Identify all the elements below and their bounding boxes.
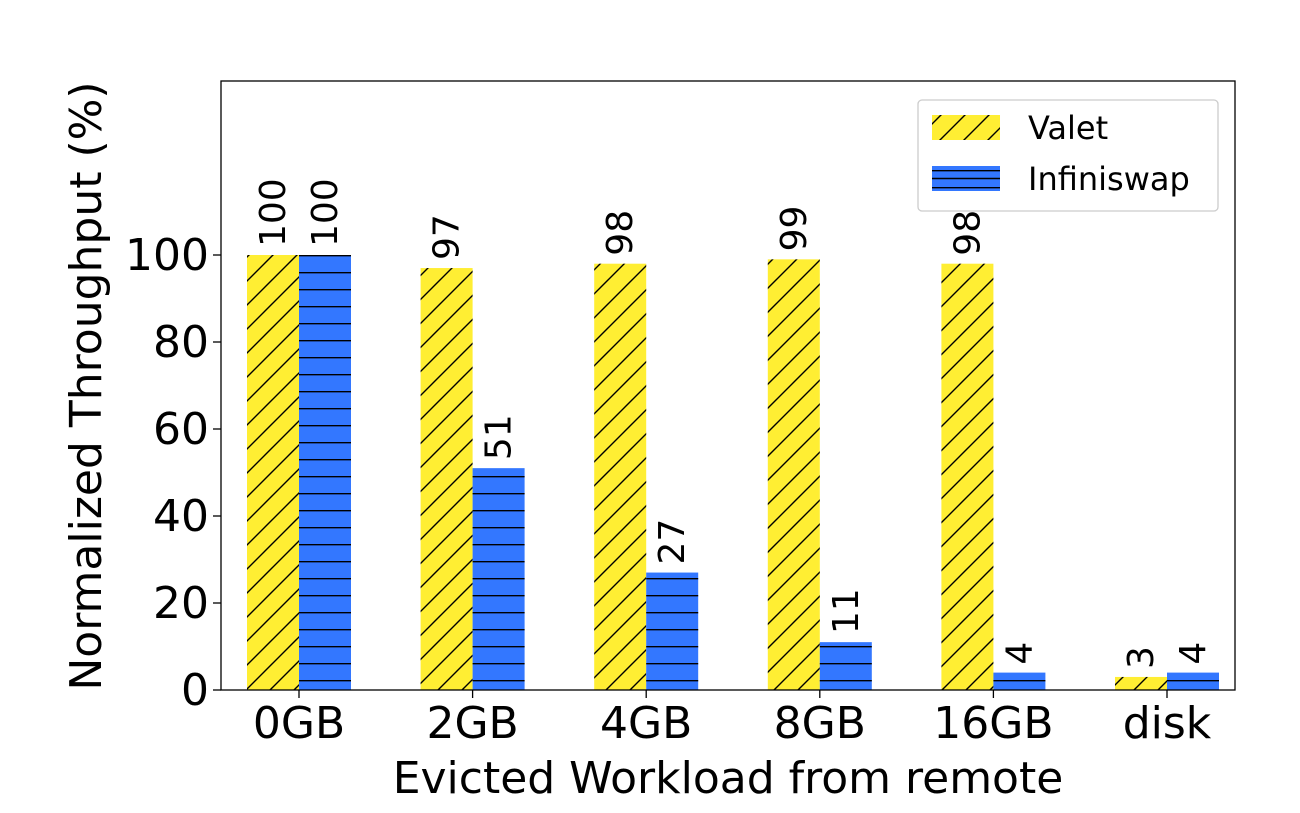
- x-tick-label: 16GB: [933, 698, 1053, 749]
- legend-label-infiniswap: Infiniswap: [1028, 160, 1190, 198]
- bar-hatch-valet-4gb: [594, 263, 647, 690]
- y-tick-label: 20: [153, 578, 209, 629]
- y-tick-label: 40: [153, 491, 209, 542]
- y-tick-label: 100: [125, 230, 209, 281]
- data-label-infiniswap-8gb: 11: [826, 588, 867, 634]
- data-labels: 100 97 98 99 98 3 100 51 27 11 4 4: [253, 178, 1214, 669]
- legend-label-valet: Valet: [1028, 109, 1108, 147]
- x-axis-title: Evicted Workload from remote: [393, 753, 1064, 804]
- data-label-infiniswap-4gb: 27: [652, 519, 693, 565]
- y-tick-label: 0: [181, 665, 209, 716]
- bar-hatch-valet-0gb: [247, 255, 299, 690]
- data-label-infiniswap-disk: 4: [1173, 642, 1214, 665]
- bar-hatch-infiniswap-0gb: [299, 255, 351, 690]
- bar-hatch-valet-8gb: [767, 259, 820, 690]
- x-ticks: 0GB 2GB 4GB 8GB 16GB disk: [253, 690, 1212, 749]
- x-tick-label: 8GB: [774, 698, 866, 749]
- x-tick-label: 4GB: [600, 698, 692, 749]
- y-axis-title: Normalized Throughput (%): [61, 81, 112, 690]
- data-label-infiniswap-16gb: 4: [999, 642, 1040, 665]
- bar-hatch-infiniswap-disk: [1167, 672, 1219, 690]
- bars-group: [247, 255, 1219, 690]
- bar-hatch-valet-2gb: [420, 268, 473, 690]
- x-tick-label: disk: [1123, 698, 1212, 749]
- data-label-infiniswap-0gb: 100: [305, 178, 346, 247]
- data-label-valet-8gb: 99: [774, 206, 815, 252]
- plot-frame: [220, 80, 1236, 691]
- data-label-valet-0gb: 100: [253, 178, 294, 247]
- x-tick-label: 0GB: [253, 698, 345, 749]
- bar-hatch-valet-16gb: [941, 263, 994, 690]
- x-tick-label: 2GB: [426, 698, 518, 749]
- data-label-valet-16gb: 98: [947, 210, 988, 256]
- y-ticks: 0 20 40 60 80 100: [125, 230, 221, 716]
- y-tick-label: 80: [153, 317, 209, 368]
- bar-hatch-infiniswap-4gb: [646, 572, 699, 690]
- bar-hatch-infiniswap-16gb: [993, 672, 1046, 690]
- legend-swatch-hatch-valet: [932, 115, 1000, 140]
- legend: Valet Infiniswap: [917, 99, 1219, 212]
- bar-hatch-valet-disk: [1115, 676, 1167, 690]
- y-tick-label: 60: [153, 404, 209, 455]
- bar-hatch-infiniswap-8gb: [819, 642, 872, 690]
- data-label-infiniswap-2gb: 51: [479, 414, 520, 460]
- data-label-valet-2gb: 97: [427, 214, 468, 260]
- data-label-valet-4gb: 98: [600, 210, 641, 256]
- bar-hatch-infiniswap-2gb: [472, 468, 525, 690]
- data-label-valet-disk: 3: [1121, 646, 1162, 669]
